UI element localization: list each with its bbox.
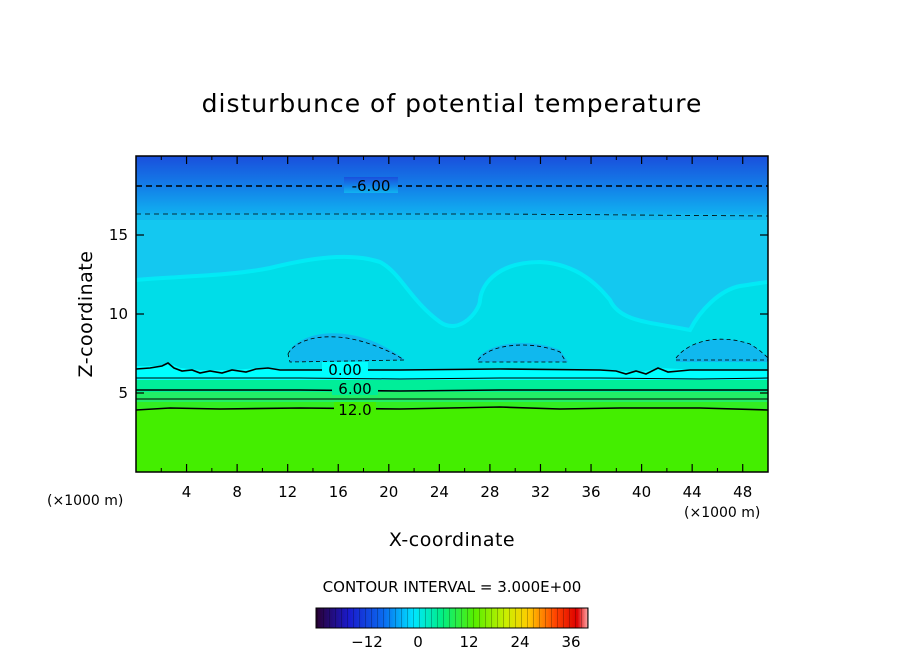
y-tick-label: 15 xyxy=(109,226,128,244)
band-green xyxy=(136,408,768,472)
x-tick-label: 20 xyxy=(379,483,398,501)
x-tick-label: 28 xyxy=(480,483,499,501)
x-tick-label: 8 xyxy=(232,483,242,501)
y-tick-label: 5 xyxy=(118,384,128,402)
x-tick-label: 4 xyxy=(182,483,192,501)
x-tick-label: 12 xyxy=(278,483,297,501)
contour-label-bg-0 xyxy=(322,362,368,376)
contour-line-6 xyxy=(136,389,768,392)
x-tick-label: 36 xyxy=(581,483,600,501)
x-tick-label: 24 xyxy=(430,483,449,501)
x-axis: 4 8 12 16 20 24 28 32 36 40 44 48 xyxy=(160,156,752,501)
contour-label-0: 0.00 xyxy=(328,361,361,379)
contour-labels: -6.00 0.00 6.00 12.0 xyxy=(322,177,398,419)
contour-line-3 xyxy=(136,377,768,380)
colorbar-ticks: −12 0 12 24 36 xyxy=(351,633,580,651)
x-tick-label: 16 xyxy=(329,483,348,501)
colorbar-tick-label: 24 xyxy=(510,633,529,651)
contour-label-bg-minus6 xyxy=(344,177,398,193)
colorbar-tick-label: 36 xyxy=(561,633,580,651)
contour-interval-note: CONTOUR INTERVAL = 3.000E+00 xyxy=(323,578,582,596)
contour-line-minus3-b xyxy=(477,344,567,363)
contour-line-minus3-c xyxy=(675,338,768,361)
x-tick-label: 32 xyxy=(531,483,550,501)
contour-line-minus3-a xyxy=(287,336,406,363)
field-bands xyxy=(136,156,768,472)
contour-label-6: 6.00 xyxy=(338,380,371,398)
contour-line-12 xyxy=(136,406,768,411)
x-axis-unit-right: (×1000 m) xyxy=(684,505,760,521)
colorbar-tick-label: 0 xyxy=(413,633,423,651)
colorbar-segments xyxy=(316,608,588,628)
band-transition xyxy=(136,214,768,220)
contour-lines xyxy=(136,185,768,411)
band-mid-edge xyxy=(136,254,768,333)
colorbar-tick-label: −12 xyxy=(351,633,383,651)
contour-label-bg-12 xyxy=(334,402,376,416)
contour-label-bg-6 xyxy=(332,381,378,395)
contour-line-minus3-top xyxy=(136,213,768,217)
x-axis-label: X-coordinate xyxy=(389,529,515,551)
contour-label-minus6: -6.00 xyxy=(352,177,391,195)
colorbar-frame xyxy=(315,607,589,629)
y-axis-label: Z-coordinate xyxy=(75,251,97,378)
cold-pocket-1 xyxy=(290,333,405,362)
contour-line-0 xyxy=(136,362,768,375)
y-tick-label: 10 xyxy=(109,305,128,323)
cold-pocket-3 xyxy=(676,339,768,362)
y-axis: 5 10 15 xyxy=(109,226,768,402)
contour-label-12: 12.0 xyxy=(338,401,371,419)
colorbar-tick-label: 12 xyxy=(459,633,478,651)
chart-title: disturbunce of potential temperature xyxy=(202,89,703,118)
x-tick-label: 44 xyxy=(683,483,702,501)
x-tick-label: 40 xyxy=(632,483,651,501)
x-axis-unit-left: (×1000 m) xyxy=(47,493,123,509)
x-tick-label: 48 xyxy=(733,483,752,501)
